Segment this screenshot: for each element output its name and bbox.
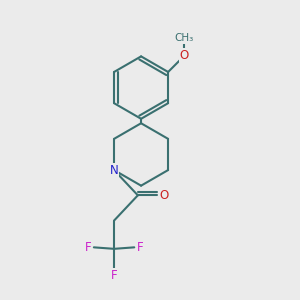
Text: F: F (111, 269, 117, 282)
Text: N: N (110, 164, 118, 177)
Text: O: O (180, 49, 189, 62)
Text: CH₃: CH₃ (175, 33, 194, 43)
Text: F: F (85, 241, 91, 254)
Text: F: F (137, 241, 143, 254)
Text: O: O (159, 189, 168, 202)
